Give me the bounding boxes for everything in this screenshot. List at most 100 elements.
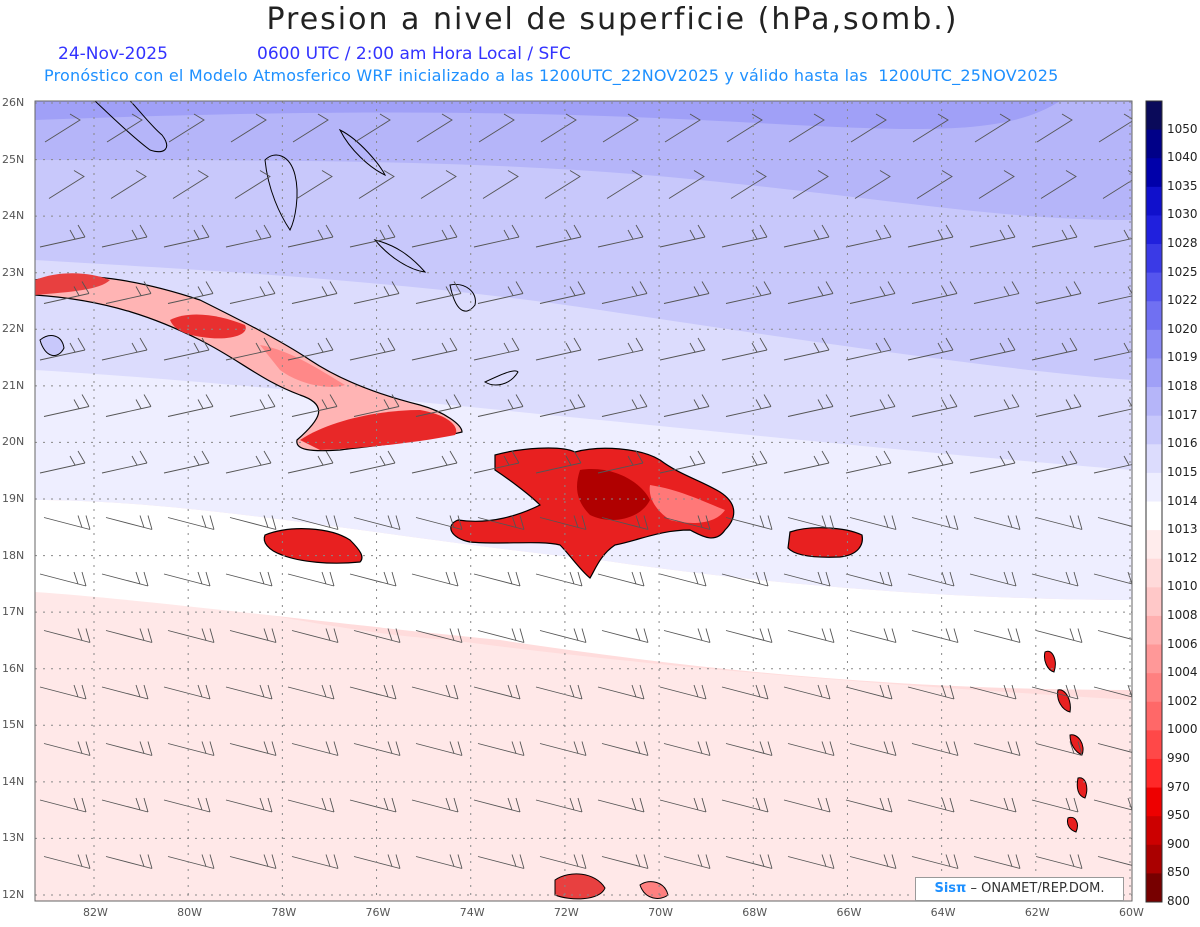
- wind-barb: [854, 170, 891, 199]
- colorbar-frame: [1145, 100, 1163, 903]
- wind-barb: [225, 571, 273, 587]
- wind-barb: [353, 515, 401, 530]
- valid-date: 24-Nov-2025: [58, 44, 168, 64]
- lat-label: 21N: [2, 378, 25, 392]
- wind-barb: [1098, 113, 1132, 143]
- wind-barb: [105, 628, 153, 643]
- colorbar-label: 1040: [1167, 150, 1198, 165]
- lat-label: 22N: [2, 322, 25, 336]
- wind-barb: [845, 571, 893, 587]
- lat-label: 26N: [2, 96, 25, 109]
- wind-barb: [415, 515, 463, 530]
- lat-label: 13N: [2, 831, 25, 845]
- wind-barb: [477, 628, 525, 643]
- wind-barb: [163, 224, 210, 248]
- colorbar-swatch: [1146, 358, 1162, 388]
- colorbar-swatch: [1146, 758, 1162, 789]
- wind-barb: [349, 797, 397, 813]
- colorbar-label: 1050: [1167, 121, 1198, 136]
- colorbar-label: 1030: [1167, 207, 1198, 222]
- colorbar-label: 1000: [1167, 722, 1198, 737]
- wind-barb: [292, 113, 329, 143]
- colorbar-swatch: [1146, 673, 1162, 703]
- lat-lon-grid: [35, 101, 1132, 901]
- wind-barb: [473, 684, 521, 700]
- wind-barb: [969, 337, 1016, 361]
- wind-barb: [287, 684, 335, 700]
- colorbar: [1145, 100, 1163, 903]
- wind-barb: [973, 394, 1020, 417]
- wind-barb: [43, 741, 91, 756]
- colorbar-swatch: [1146, 158, 1162, 188]
- wind-barb: [730, 170, 767, 199]
- colorbar-swatch: [1146, 558, 1162, 588]
- wind-barb: [105, 281, 152, 304]
- credit-org: – ONAMET/REP.DOM.: [970, 881, 1105, 896]
- wind-barb: [907, 571, 955, 587]
- wind-barb: [597, 797, 645, 813]
- wind-barb: [597, 224, 644, 248]
- wind-barb: [726, 113, 763, 143]
- colorbar-label: 1010: [1167, 579, 1198, 594]
- colorbar-swatch: [1146, 329, 1162, 359]
- wind-barb: [168, 113, 205, 143]
- wind-barb: [663, 281, 710, 304]
- wind-barb: [659, 571, 707, 587]
- wind-barb: [39, 337, 86, 361]
- wind-barb: [783, 571, 831, 587]
- wind-barb: [539, 854, 587, 869]
- colorbar-label: 900: [1167, 836, 1190, 851]
- wind-barb: [229, 281, 276, 304]
- lon-label: 70W: [648, 906, 673, 919]
- wind-barb: [101, 571, 149, 587]
- wind-barb: [110, 170, 147, 199]
- wind-barb: [43, 515, 91, 530]
- colorbar-label: 1016: [1167, 436, 1198, 451]
- wind-barb: [721, 684, 769, 700]
- wind-barb: [1097, 399, 1132, 417]
- wind-barb: [978, 170, 1015, 199]
- wind-barb: [911, 281, 958, 304]
- wind-barb: [597, 571, 645, 587]
- wind-barb: [1031, 224, 1078, 248]
- wind-barb: [229, 515, 277, 530]
- colorbar-label: 1035: [1167, 178, 1198, 193]
- wind-barb: [349, 684, 397, 700]
- lat-label: 17N: [2, 605, 25, 619]
- colorbar-label: 970: [1167, 779, 1190, 794]
- wind-barb: [167, 628, 215, 643]
- lat-label: 19N: [2, 492, 25, 505]
- wind-barb: [973, 854, 1021, 869]
- wind-barb: [1097, 741, 1132, 753]
- wind-barb: [172, 170, 209, 199]
- wind-barb: [291, 628, 339, 643]
- wind-barb: [787, 394, 834, 417]
- wind-barb: [354, 113, 391, 143]
- wind-barb: [349, 337, 396, 361]
- wind-barb: [349, 571, 397, 587]
- wind-barb: [783, 797, 831, 813]
- wind-barb: [845, 684, 893, 700]
- wind-barb: [845, 450, 892, 474]
- lat-label: 12N: [2, 888, 25, 901]
- wind-barb: [411, 684, 459, 700]
- colorbar-swatch: [1146, 244, 1162, 274]
- wind-barb: [783, 450, 830, 474]
- wind-barb: [1093, 797, 1132, 811]
- wind-barb: [845, 224, 892, 248]
- puerto-rico-island: [787, 527, 863, 558]
- model-description: Pronóstico con el Modelo Atmosferico WRF…: [44, 66, 1059, 85]
- wind-barb: [725, 515, 773, 530]
- wind-barb: [974, 113, 1011, 143]
- wind-barb: [477, 854, 525, 869]
- colorbar-swatch: [1146, 101, 1162, 131]
- wind-barb: [540, 113, 577, 143]
- wind-barb: [473, 450, 520, 474]
- wind-barb: [229, 394, 276, 417]
- wind-barb: [229, 854, 277, 869]
- pressure-field: [35, 101, 1132, 901]
- wind-barb: [1031, 684, 1079, 700]
- wind-barb: [535, 571, 583, 587]
- wind-barb: [229, 628, 277, 643]
- wind-barb: [539, 628, 587, 643]
